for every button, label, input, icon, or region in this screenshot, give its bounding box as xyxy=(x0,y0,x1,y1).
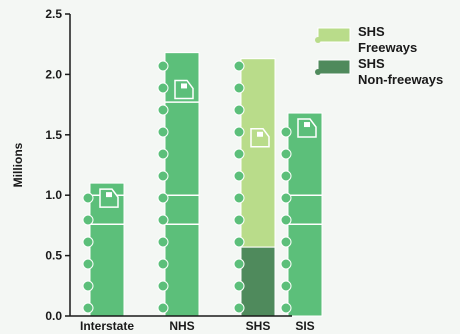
wheel-icon xyxy=(82,192,94,204)
wheel-icon xyxy=(157,104,169,116)
truck-cab-icon xyxy=(250,128,270,148)
category-labels: Interstate NHS SHS SIS xyxy=(80,319,315,333)
y-tick-label: 1.0 xyxy=(45,188,62,202)
legend-swatch-truck-icon xyxy=(317,59,351,75)
bar-fill xyxy=(287,112,323,317)
truck-window-icon xyxy=(304,122,310,128)
wheel-icon xyxy=(233,258,245,270)
wheel-icon xyxy=(315,69,321,75)
y-tick-label: 1.5 xyxy=(45,128,62,142)
wheel-icon xyxy=(157,236,169,248)
bar-nhs xyxy=(157,52,200,317)
wheel-icon xyxy=(233,214,245,226)
category-label: Interstate xyxy=(80,319,134,333)
y-tick-label: 2.5 xyxy=(45,7,62,21)
wheel-icon xyxy=(315,37,321,43)
wheel-icon xyxy=(280,302,292,314)
wheel-icon xyxy=(233,170,245,182)
wheel-icon xyxy=(280,236,292,248)
wheel-icon xyxy=(280,192,292,204)
truck-cab-icon xyxy=(174,79,194,100)
wheel-icon xyxy=(233,192,245,204)
wheel-icon xyxy=(280,126,292,138)
wheel-icon xyxy=(157,126,169,138)
truck-cab-icon xyxy=(297,118,317,138)
bar-sis xyxy=(280,112,323,317)
wheel-icon xyxy=(157,280,169,292)
legend-label-line2: Non-freeways xyxy=(358,72,443,87)
wheel-icon xyxy=(82,214,94,226)
wheel-icon xyxy=(233,148,245,160)
category-label: SHS xyxy=(246,319,271,333)
truck-window-icon xyxy=(106,192,112,198)
legend-label-line2: Freeways xyxy=(358,40,417,55)
wheel-icon xyxy=(233,302,245,314)
wheel-icon xyxy=(157,192,169,204)
legend-label-line1: SHS xyxy=(358,56,385,71)
bar-shs xyxy=(233,58,276,317)
truck-window-icon xyxy=(257,131,263,137)
wheel-icon xyxy=(82,236,94,248)
wheel-icon xyxy=(233,236,245,248)
wheel-icon xyxy=(157,82,169,94)
y-axis-title: Millions xyxy=(11,142,25,187)
y-tick-label: 0.5 xyxy=(45,249,62,263)
wheel-icon xyxy=(233,82,245,94)
legend-swatch-truck-icon xyxy=(317,27,351,43)
wheel-icon xyxy=(233,60,245,72)
wheel-icon xyxy=(157,214,169,226)
wheel-icon xyxy=(280,258,292,270)
wheel-icon xyxy=(157,258,169,270)
category-label: SIS xyxy=(295,319,314,333)
wheel-icon xyxy=(157,148,169,160)
wheel-icon xyxy=(233,104,245,116)
legend-label-line1: SHS xyxy=(358,24,385,39)
wheel-icon xyxy=(82,302,94,314)
wheel-icon xyxy=(157,60,169,72)
bars-layer xyxy=(82,52,323,317)
y-tick-label: 2.0 xyxy=(45,67,62,81)
wheel-icon xyxy=(233,126,245,138)
wheel-icon xyxy=(280,280,292,292)
truck-cab-icon xyxy=(99,188,119,208)
wheel-icon xyxy=(157,170,169,182)
truck-window-icon xyxy=(181,83,187,89)
wheel-icon xyxy=(157,302,169,314)
bar-segment-freeways xyxy=(240,58,276,248)
wheel-icon xyxy=(82,258,94,270)
bar-interstate xyxy=(82,182,125,317)
wheel-icon xyxy=(280,148,292,160)
wheel-icon xyxy=(233,280,245,292)
category-label: NHS xyxy=(169,319,194,333)
wheel-icon xyxy=(280,214,292,226)
y-tick-label: 0.0 xyxy=(45,309,62,323)
ticks-layer: 0.0 0.5 1.0 1.5 2.0 2.5 xyxy=(45,7,70,323)
wheel-icon xyxy=(82,280,94,292)
bar-segment-non-freeways xyxy=(240,246,276,317)
wheel-icon xyxy=(280,170,292,182)
